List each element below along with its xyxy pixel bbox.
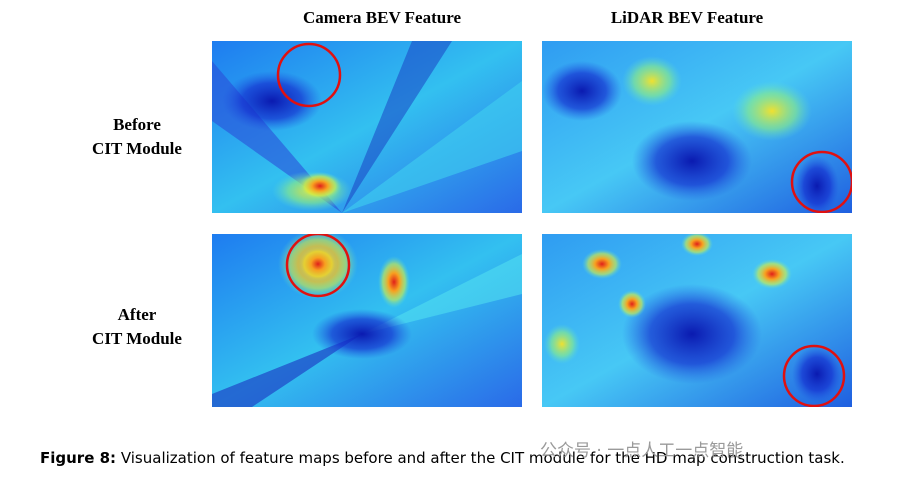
heatmap	[212, 41, 522, 213]
row-label: After CIT Module	[57, 303, 217, 351]
caption-label: Figure 8:	[40, 449, 117, 467]
row-label-line: CIT Module	[92, 329, 182, 348]
column-header: LiDAR BEV Feature	[610, 8, 764, 27]
row-label-line: Before	[113, 115, 161, 134]
row-label-line: CIT Module	[92, 139, 182, 158]
heatmap	[212, 234, 522, 407]
caption-text: Visualization of feature maps before and…	[120, 449, 845, 467]
row-label-line: After	[117, 305, 157, 324]
watermark: 公众号 · 一点人工一点智能	[540, 441, 744, 461]
heatmap	[542, 41, 852, 213]
row-label: Before CIT Module	[57, 113, 217, 161]
caption: Figure 8: Visualization of feature maps …	[40, 449, 845, 467]
heatmap	[542, 234, 852, 407]
column-header: Camera BEV Feature	[302, 8, 462, 27]
